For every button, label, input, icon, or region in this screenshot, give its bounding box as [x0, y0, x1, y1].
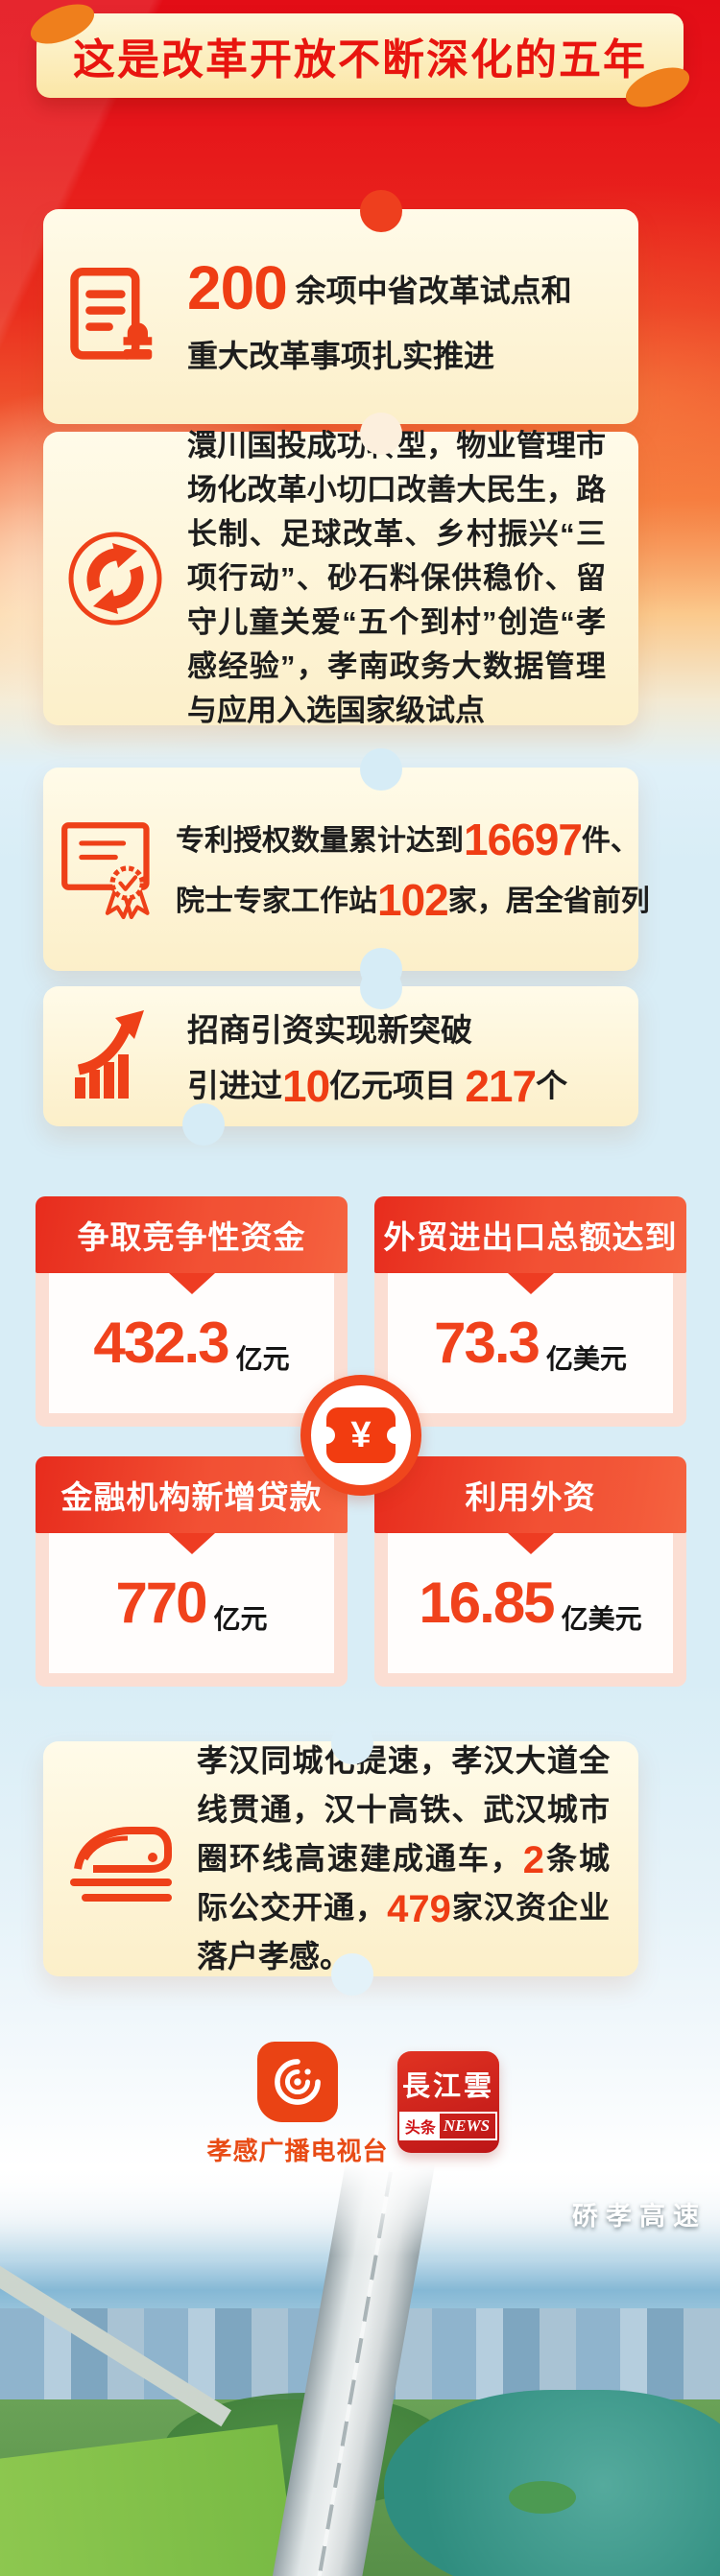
stat-unit: 亿元: [235, 1344, 290, 1374]
card-transit-text: 孝汉同城化提速，孝汉大道全线贯通，汉十高铁、武汉城市圈环线高速建成通车，2条城际…: [197, 1737, 638, 1981]
card-patents: 专利授权数量累计达到16697件、 院士专家工作站102家，居全省前列: [43, 748, 650, 990]
bus-lines-count: 2: [522, 1839, 545, 1881]
stat-unit: 亿元: [213, 1604, 268, 1634]
stat-body: 432.3 亿元: [36, 1273, 348, 1427]
changjiang-cloud-logo: 長江雲 头条 NEWS: [397, 2051, 499, 2153]
card-transit: 孝汉同城化提速，孝汉大道全线贯通，汉十高铁、武汉城市圈环线高速建成通车，2条城际…: [43, 1722, 638, 1996]
stat-card-new-loans: 金融机构新增贷款 770 亿元: [36, 1456, 348, 1687]
investment-line1: 招商引资实现新突破: [187, 1012, 472, 1048]
stat-value: 432.3: [93, 1311, 229, 1375]
coupon-shape: ¥: [326, 1407, 396, 1463]
stat-value-panel: 73.3 亿美元: [388, 1273, 673, 1413]
page-title: 这是改革开放不断深化的五年: [73, 36, 647, 83]
notch-decoration: [331, 1722, 373, 1764]
stat-unit: 亿美元: [561, 1604, 642, 1634]
train-icon: [43, 1809, 197, 1909]
aerial-highway-photo: 硚孝高速: [0, 2164, 720, 2576]
photo-island: [509, 2481, 576, 2514]
stat-header: 外贸进出口总额达到: [374, 1196, 686, 1273]
notch-decoration: [360, 748, 402, 791]
stat-value-panel: 432.3 亿元: [49, 1273, 334, 1413]
transit-paragraph: 孝汉同城化提速，孝汉大道全线贯通，汉十高铁、武汉城市圈环线高速建成通车，2条城际…: [197, 1743, 610, 1973]
stat-header: 利用外资: [374, 1456, 686, 1533]
stat-card-foreign-capital: 利用外资 16.85 亿美元: [374, 1456, 686, 1687]
cloud-logo-band: 头条 NEWS: [398, 2112, 498, 2140]
tv-station-name: 孝感广播电视台: [206, 2137, 389, 2165]
stat-body: 770 亿元: [36, 1533, 348, 1687]
notch-decoration: [182, 1103, 225, 1146]
enterprises-count: 479: [387, 1888, 451, 1930]
patents-line1: 专利授权数量累计达到16697件、: [176, 815, 639, 864]
notch-decoration: [360, 190, 402, 232]
reform-number: 200: [187, 253, 288, 322]
experience-paragraph: 澴川国投成功转型，物业管理市场化改革小切口改善大民生，路长制、足球改革、乡村振兴…: [187, 429, 606, 727]
card-investment: 招商引资实现新突破 引进过10亿元项目 217个: [43, 967, 638, 1146]
stat-value: 770: [115, 1571, 207, 1635]
stat-value: 16.85: [419, 1571, 555, 1635]
ribbon-banner: 这是改革开放不断深化的五年: [36, 13, 684, 98]
stat-card-foreign-trade: 外贸进出口总额达到 73.3 亿美元: [374, 1196, 686, 1427]
card-reform-items: 200 余项中省改革试点和 重大改革事项扎实推进: [43, 190, 638, 424]
stat-value: 73.3: [434, 1311, 540, 1375]
patents-count: 16697: [464, 815, 583, 864]
stat-card-competitive-funds: 争取竞争性资金 432.3 亿元: [36, 1196, 348, 1427]
notch-decoration: [331, 1953, 373, 1996]
card-investment-text: 招商引资实现新突破 引进过10亿元项目 217个: [187, 1004, 638, 1108]
pointer-triangle-icon: [507, 1273, 554, 1294]
card-patents-text: 专利授权数量累计达到16697件、 院士专家工作站102家，居全省前列: [176, 816, 671, 922]
document-stamp-icon: [43, 259, 187, 374]
growth-chart-icon: [43, 1008, 187, 1104]
investment-line2: 引进过10亿元项目 217个: [187, 1061, 568, 1111]
project-count: 217: [465, 1061, 537, 1111]
certificate-icon: [43, 815, 176, 923]
stat-value-panel: 16.85 亿美元: [388, 1533, 673, 1673]
stat-header: 争取竞争性资金: [36, 1196, 348, 1273]
stat-unit: 亿美元: [545, 1344, 627, 1374]
photo-watermark: 硚孝高速: [572, 2202, 707, 2231]
notch-decoration: [360, 967, 402, 1009]
patents-line2: 院士专家工作站102家，居全省前列: [176, 875, 650, 925]
news-label: NEWS: [443, 2116, 491, 2135]
photo-top-fade: [0, 2164, 720, 2256]
reform-line1: 200 余项中省改革试点和: [187, 253, 572, 322]
yuan-symbol: ¥: [350, 1415, 372, 1455]
pointer-triangle-icon: [168, 1533, 215, 1554]
tv-station-logo: 孝感广播电视台: [206, 2042, 389, 2167]
card-experience-text: 澴川国投成功转型，物业管理市场化改革小切口改善大民生，路长制、足球改革、乡村振兴…: [187, 424, 638, 733]
stat-body: 16.85 亿美元: [374, 1533, 686, 1687]
stat-header: 金融机构新增贷款: [36, 1456, 348, 1533]
card-reform-experience: 澴川国投成功转型，物业管理市场化改革小切口改善大民生，路长制、足球改革、乡村振兴…: [43, 413, 638, 727]
workstations-count: 102: [377, 875, 449, 925]
project-threshold: 10: [282, 1061, 330, 1111]
card-reform-text: 200 余项中省改革试点和 重大改革事项扎实推进: [187, 257, 638, 376]
stat-body: 73.3 亿美元: [374, 1273, 686, 1427]
swirl-logo-icon: [257, 2042, 338, 2122]
stat-value-panel: 770 亿元: [49, 1533, 334, 1673]
notch-decoration: [360, 413, 402, 455]
pointer-triangle-icon: [168, 1273, 215, 1294]
reform-line2: 重大改革事项扎实推进: [187, 339, 495, 373]
toutiao-label: 头条: [400, 2114, 440, 2139]
pointer-triangle-icon: [507, 1533, 554, 1554]
cloud-logo-title: 長江雲: [401, 2071, 494, 2102]
cycle-arrows-icon: [43, 526, 187, 631]
yuan-coupon-icon: ¥: [300, 1375, 421, 1496]
